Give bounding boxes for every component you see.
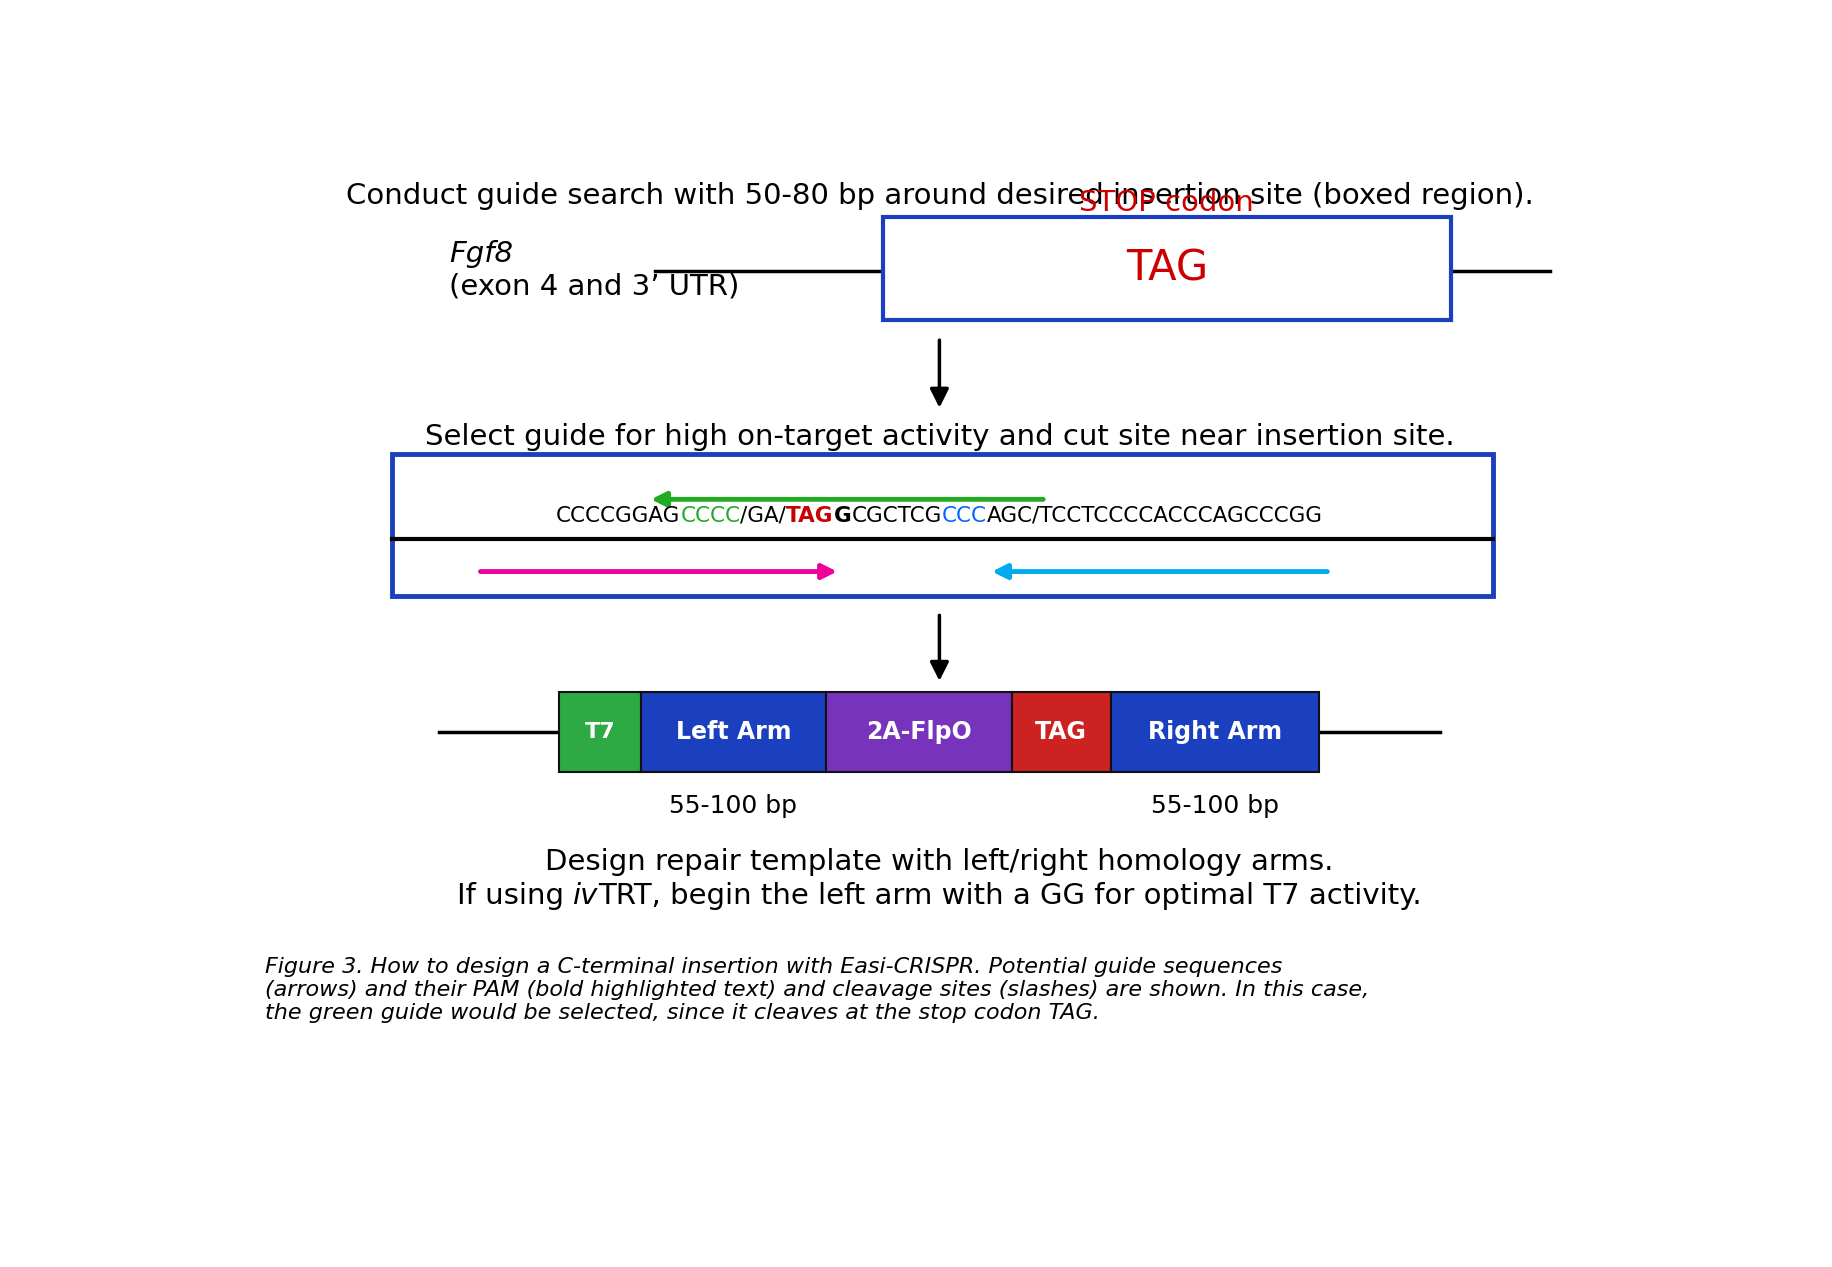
FancyBboxPatch shape — [392, 455, 1493, 595]
FancyBboxPatch shape — [1110, 692, 1319, 772]
FancyBboxPatch shape — [883, 218, 1451, 319]
Text: CCCCGGAG: CCCCGGAG — [555, 506, 680, 526]
Text: G: G — [834, 506, 852, 526]
Text: /GA/: /GA/ — [740, 506, 786, 526]
Text: TAG: TAG — [1035, 720, 1086, 744]
Text: (exon 4 and 3’ UTR): (exon 4 and 3’ UTR) — [449, 272, 740, 300]
Text: 55-100 bp: 55-100 bp — [1150, 793, 1279, 817]
Text: Conduct guide search with 50-80 bp around desired insertion site (boxed region).: Conduct guide search with 50-80 bp aroun… — [346, 182, 1532, 210]
Text: 2A-FlpO: 2A-FlpO — [867, 720, 971, 744]
Text: CCCC: CCCC — [680, 506, 740, 526]
Text: CCC: CCC — [942, 506, 986, 526]
Text: 55-100 bp: 55-100 bp — [669, 793, 797, 817]
Text: Figure 3. How to design a C-terminal insertion with Easi-CRISPR. Potential guide: Figure 3. How to design a C-terminal ins… — [264, 957, 1369, 1024]
Text: Fgf8: Fgf8 — [449, 241, 513, 269]
Text: Left Arm: Left Arm — [676, 720, 791, 744]
Text: CGCTCG: CGCTCG — [852, 506, 942, 526]
Text: Right Arm: Right Arm — [1147, 720, 1281, 744]
Text: AGC/TCCTCCCCACCCAGCCCGG: AGC/TCCTCCCCACCCAGCCCGG — [986, 506, 1323, 526]
FancyBboxPatch shape — [559, 692, 639, 772]
FancyBboxPatch shape — [639, 692, 826, 772]
Text: iv: iv — [573, 882, 597, 911]
Text: TAG: TAG — [786, 506, 834, 526]
Text: Design repair template with left/right homology arms.: Design repair template with left/right h… — [544, 849, 1334, 877]
Text: Select guide for high on-target activity and cut site near insertion site.: Select guide for high on-target activity… — [425, 423, 1453, 451]
Text: If using: If using — [456, 882, 573, 911]
FancyBboxPatch shape — [1011, 692, 1110, 772]
Text: STOP codon: STOP codon — [1079, 189, 1253, 217]
Text: TAG: TAG — [1125, 247, 1207, 290]
Text: T7: T7 — [584, 721, 616, 741]
Text: TRT, begin the left arm with a GG for optimal T7 activity.: TRT, begin the left arm with a GG for op… — [597, 882, 1422, 911]
FancyBboxPatch shape — [826, 692, 1011, 772]
